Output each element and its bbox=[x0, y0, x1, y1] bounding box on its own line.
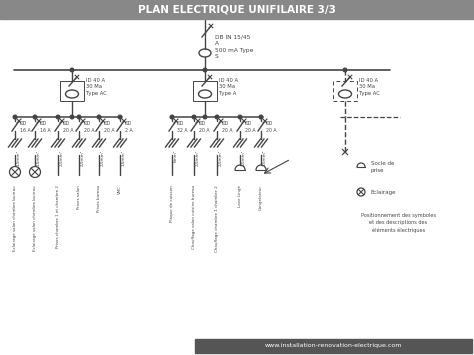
Bar bbox=[333, 81, 357, 101]
Text: DD
32 A: DD 32 A bbox=[177, 121, 188, 133]
Text: 2,5mm²: 2,5mm² bbox=[196, 150, 200, 166]
Text: Eclairage salon chambre bureau: Eclairage salon chambre bureau bbox=[13, 185, 17, 251]
Text: Eclairage salon chambre bureau: Eclairage salon chambre bureau bbox=[33, 185, 37, 251]
Circle shape bbox=[170, 115, 174, 119]
Circle shape bbox=[203, 68, 207, 72]
Text: 1,5mm²: 1,5mm² bbox=[37, 150, 41, 166]
Text: Prises bureau: Prises bureau bbox=[97, 185, 101, 212]
Text: www.installation-renovation-electrique.com: www.installation-renovation-electrique.c… bbox=[264, 344, 401, 349]
Circle shape bbox=[343, 68, 347, 72]
Bar bbox=[193, 81, 217, 101]
Text: Prises salon: Prises salon bbox=[77, 185, 81, 209]
Text: DD
16 A: DD 16 A bbox=[40, 121, 51, 133]
Circle shape bbox=[118, 115, 122, 119]
Text: 1,5mm²: 1,5mm² bbox=[17, 150, 21, 166]
Circle shape bbox=[192, 115, 196, 119]
Bar bbox=[195, 339, 472, 353]
Text: 2,5mm²: 2,5mm² bbox=[60, 150, 64, 166]
Text: DD
20 A: DD 20 A bbox=[84, 121, 94, 133]
Text: DD
20 A: DD 20 A bbox=[199, 121, 210, 133]
Circle shape bbox=[238, 115, 242, 119]
Circle shape bbox=[56, 115, 60, 119]
Text: Positionnement des symboles
et des descriptions des
éléments électriques: Positionnement des symboles et des descr… bbox=[361, 213, 436, 233]
Text: 1,5mm²: 1,5mm² bbox=[122, 150, 126, 166]
Circle shape bbox=[203, 115, 207, 119]
Circle shape bbox=[33, 115, 37, 119]
Text: Prises chambre 1 et chambre 2: Prises chambre 1 et chambre 2 bbox=[56, 185, 60, 248]
Text: Socle de
prise: Socle de prise bbox=[371, 161, 394, 173]
Text: ID 40 A
30 Ma
Type AC: ID 40 A 30 Ma Type AC bbox=[86, 78, 107, 96]
Text: DD
20 A: DD 20 A bbox=[266, 121, 276, 133]
Text: Congelateur: Congelateur bbox=[259, 185, 263, 210]
Bar bbox=[60, 81, 84, 101]
Text: 2,5mm²: 2,5mm² bbox=[81, 150, 85, 166]
Text: Éclairage: Éclairage bbox=[371, 189, 396, 195]
Circle shape bbox=[77, 115, 81, 119]
Text: Chauffage chambre 1 chambre 2: Chauffage chambre 1 chambre 2 bbox=[215, 185, 219, 252]
Text: ID 40 A
30 Ma
Type AC: ID 40 A 30 Ma Type AC bbox=[359, 78, 380, 96]
Circle shape bbox=[70, 68, 74, 72]
Text: DD
20 A: DD 20 A bbox=[245, 121, 255, 133]
Text: 2,5mm²: 2,5mm² bbox=[242, 150, 246, 166]
Text: Lave Linge: Lave Linge bbox=[238, 185, 242, 207]
Text: DD
20 A: DD 20 A bbox=[63, 121, 73, 133]
Circle shape bbox=[215, 115, 219, 119]
Text: 6mm²: 6mm² bbox=[174, 150, 178, 163]
Text: DB IN 15/45
A
500 mA Type
S: DB IN 15/45 A 500 mA Type S bbox=[215, 34, 254, 59]
Text: Chauffage salon cuisine bureau: Chauffage salon cuisine bureau bbox=[192, 185, 196, 249]
Bar bbox=[0, 0, 474, 19]
Text: DD
16 A: DD 16 A bbox=[20, 121, 31, 133]
Circle shape bbox=[97, 115, 101, 119]
Text: DD
20 A: DD 20 A bbox=[104, 121, 115, 133]
Circle shape bbox=[13, 115, 17, 119]
Text: PLAN ELECTRIQUE UNIFILAIRE 3/3: PLAN ELECTRIQUE UNIFILAIRE 3/3 bbox=[138, 5, 336, 15]
Text: 2,5mm²: 2,5mm² bbox=[263, 150, 267, 166]
Text: Plaque de cuisson: Plaque de cuisson bbox=[170, 185, 174, 222]
Text: VMC: VMC bbox=[118, 185, 122, 194]
Text: 2,5mm²: 2,5mm² bbox=[219, 150, 223, 166]
Text: DD
2 A: DD 2 A bbox=[125, 121, 133, 133]
Text: 2,5mm²: 2,5mm² bbox=[101, 150, 105, 166]
Text: DD
20 A: DD 20 A bbox=[222, 121, 233, 133]
Text: ID 40 A
30 Ma
Type A: ID 40 A 30 Ma Type A bbox=[219, 78, 238, 96]
Circle shape bbox=[70, 115, 74, 119]
Circle shape bbox=[259, 115, 263, 119]
